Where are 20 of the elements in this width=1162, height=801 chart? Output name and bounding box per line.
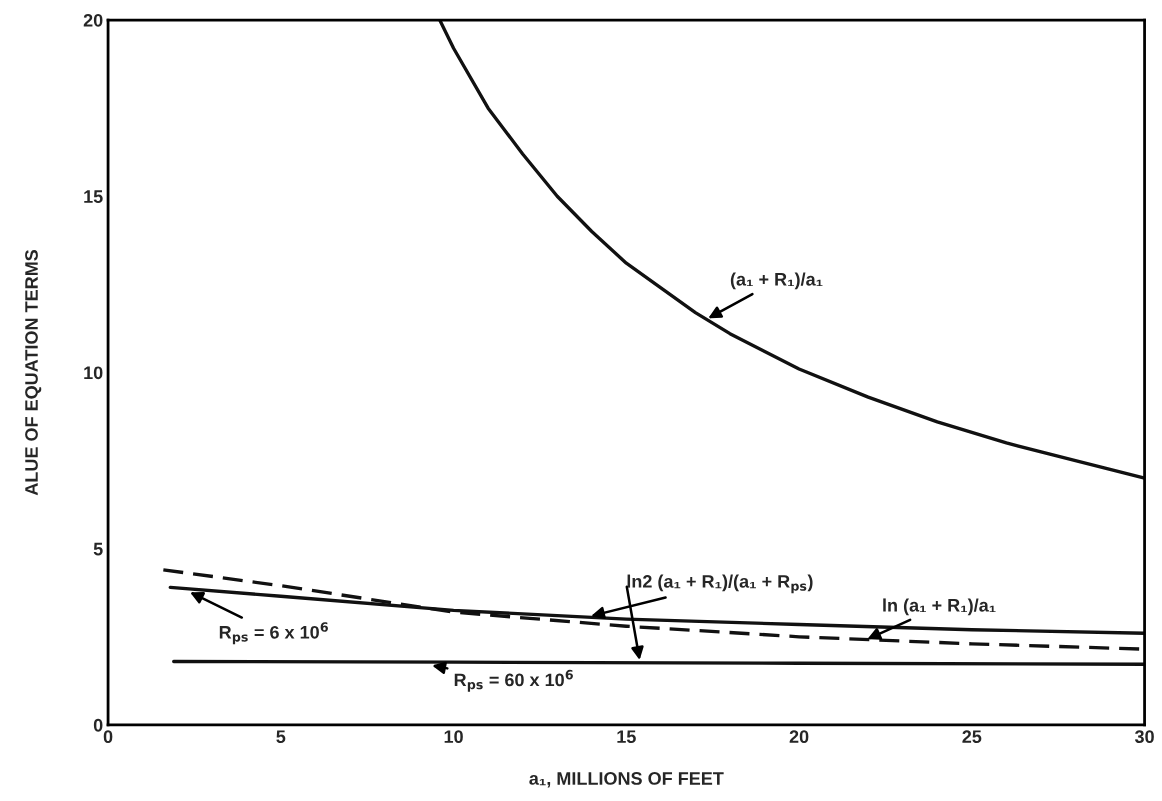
x-tick-label: 0 bbox=[103, 730, 113, 744]
y-tick-label: 15 bbox=[84, 190, 103, 203]
x-tick-label: 10 bbox=[444, 730, 463, 744]
annotation: ln2 (a₁ + R₁)/(a₁ + R$_{ps}$) bbox=[627, 574, 813, 594]
x-tick-label: 30 bbox=[1134, 730, 1154, 744]
x-axis-title: a₁, MILLIONS OF FEET bbox=[529, 772, 724, 788]
y-tick-label: 20 bbox=[83, 13, 103, 27]
y-tick-label: 10 bbox=[84, 366, 103, 380]
line-series bbox=[438, 20, 1145, 480]
annotation: ln (a₁ + R₁)/a₁ bbox=[883, 598, 996, 616]
x-tick-label: 20 bbox=[789, 730, 809, 744]
annotation: R$_{ps}$ = 6 x 10$^{6}$ bbox=[219, 622, 328, 645]
y-axis-title: ALUE OF EQUATION TERMS bbox=[25, 249, 42, 496]
annotation: (a₁ + R₁)/a₁ bbox=[730, 272, 823, 290]
annotation: R$_{ps}$ = 60 x 10$^{6}$ bbox=[454, 669, 573, 692]
x-tick-label: 5 bbox=[276, 730, 286, 744]
y-tick-label: 5 bbox=[93, 542, 103, 556]
y-tick-label: 0 bbox=[93, 718, 103, 732]
x-tick-label: 25 bbox=[962, 730, 982, 744]
x-tick-label: 15 bbox=[617, 730, 636, 744]
